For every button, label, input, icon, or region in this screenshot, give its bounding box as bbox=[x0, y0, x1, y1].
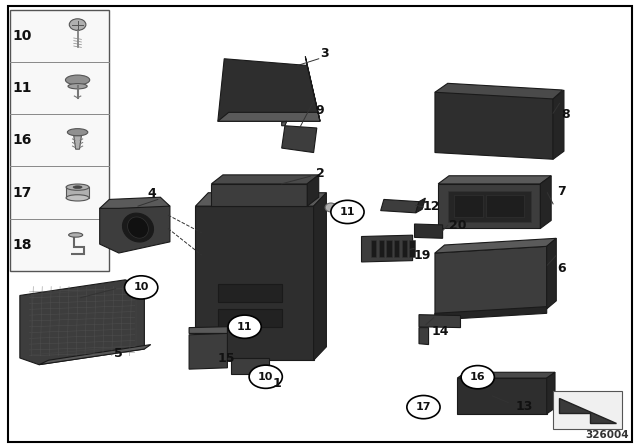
Polygon shape bbox=[20, 280, 145, 365]
Text: 11: 11 bbox=[340, 207, 355, 217]
Polygon shape bbox=[435, 83, 563, 99]
Polygon shape bbox=[379, 240, 384, 258]
Polygon shape bbox=[211, 184, 307, 206]
Polygon shape bbox=[486, 195, 524, 217]
Text: 20: 20 bbox=[449, 219, 466, 232]
Ellipse shape bbox=[122, 213, 154, 242]
Text: 18: 18 bbox=[12, 238, 31, 252]
Text: 17: 17 bbox=[12, 185, 31, 199]
Ellipse shape bbox=[66, 195, 89, 201]
Polygon shape bbox=[314, 193, 326, 360]
Circle shape bbox=[125, 276, 158, 299]
Circle shape bbox=[249, 365, 282, 388]
Polygon shape bbox=[540, 176, 551, 228]
Polygon shape bbox=[218, 309, 282, 327]
Polygon shape bbox=[282, 126, 317, 152]
Text: 15: 15 bbox=[218, 353, 235, 366]
Polygon shape bbox=[362, 235, 413, 262]
Polygon shape bbox=[458, 372, 555, 378]
FancyBboxPatch shape bbox=[10, 9, 109, 271]
Polygon shape bbox=[195, 193, 326, 206]
Text: 2: 2 bbox=[316, 167, 324, 180]
Polygon shape bbox=[66, 187, 89, 198]
Circle shape bbox=[69, 19, 86, 30]
Polygon shape bbox=[553, 90, 564, 159]
Circle shape bbox=[461, 366, 494, 389]
Text: 17: 17 bbox=[416, 402, 431, 412]
Polygon shape bbox=[415, 224, 443, 238]
Polygon shape bbox=[218, 112, 320, 121]
Polygon shape bbox=[435, 246, 547, 315]
Polygon shape bbox=[547, 238, 556, 309]
Polygon shape bbox=[305, 56, 320, 121]
Polygon shape bbox=[416, 198, 426, 213]
Polygon shape bbox=[211, 175, 319, 184]
Text: 14: 14 bbox=[431, 325, 449, 338]
Polygon shape bbox=[419, 327, 429, 345]
Polygon shape bbox=[435, 92, 553, 159]
Polygon shape bbox=[419, 314, 461, 327]
Text: 12: 12 bbox=[423, 200, 440, 213]
Circle shape bbox=[407, 396, 440, 419]
Text: 326004: 326004 bbox=[586, 430, 629, 440]
Polygon shape bbox=[282, 121, 287, 126]
Text: 3: 3 bbox=[320, 47, 329, 60]
Text: 8: 8 bbox=[561, 108, 570, 121]
Polygon shape bbox=[547, 372, 555, 414]
Polygon shape bbox=[410, 240, 415, 258]
Text: 11: 11 bbox=[237, 322, 252, 332]
Text: 10: 10 bbox=[258, 372, 273, 382]
Text: 16: 16 bbox=[12, 133, 31, 147]
Ellipse shape bbox=[73, 186, 82, 189]
Text: 6: 6 bbox=[557, 262, 566, 275]
Polygon shape bbox=[387, 240, 392, 258]
Polygon shape bbox=[39, 345, 151, 365]
Polygon shape bbox=[381, 199, 419, 213]
Polygon shape bbox=[435, 306, 547, 320]
Polygon shape bbox=[218, 284, 282, 302]
Text: 5: 5 bbox=[115, 347, 124, 360]
Polygon shape bbox=[189, 333, 227, 369]
Ellipse shape bbox=[325, 203, 337, 212]
Polygon shape bbox=[438, 176, 551, 184]
Text: 1: 1 bbox=[272, 377, 281, 390]
Ellipse shape bbox=[67, 129, 88, 136]
Polygon shape bbox=[189, 327, 227, 333]
Polygon shape bbox=[559, 398, 616, 423]
Polygon shape bbox=[230, 358, 269, 374]
Polygon shape bbox=[218, 59, 320, 121]
Ellipse shape bbox=[68, 233, 83, 237]
Text: 10: 10 bbox=[134, 282, 149, 293]
Polygon shape bbox=[307, 175, 319, 206]
Polygon shape bbox=[438, 184, 540, 228]
Text: 7: 7 bbox=[557, 185, 566, 198]
Ellipse shape bbox=[68, 83, 87, 89]
Polygon shape bbox=[454, 195, 483, 217]
Polygon shape bbox=[195, 206, 314, 360]
Ellipse shape bbox=[127, 217, 148, 238]
Text: 13: 13 bbox=[516, 400, 533, 413]
Text: 4: 4 bbox=[148, 187, 156, 200]
Polygon shape bbox=[402, 240, 407, 258]
Polygon shape bbox=[100, 197, 170, 253]
Ellipse shape bbox=[66, 184, 89, 190]
Circle shape bbox=[228, 315, 261, 338]
Text: 11: 11 bbox=[12, 81, 31, 95]
Polygon shape bbox=[100, 197, 170, 208]
Polygon shape bbox=[74, 136, 81, 149]
FancyBboxPatch shape bbox=[553, 392, 622, 430]
Polygon shape bbox=[435, 238, 556, 253]
Polygon shape bbox=[458, 378, 547, 414]
Text: 19: 19 bbox=[413, 249, 431, 262]
Polygon shape bbox=[394, 240, 399, 258]
Text: 9: 9 bbox=[316, 103, 324, 116]
Polygon shape bbox=[448, 190, 531, 222]
Ellipse shape bbox=[65, 75, 90, 85]
Circle shape bbox=[331, 200, 364, 224]
Polygon shape bbox=[371, 240, 376, 258]
Text: 10: 10 bbox=[12, 29, 31, 43]
Text: 16: 16 bbox=[470, 372, 486, 382]
